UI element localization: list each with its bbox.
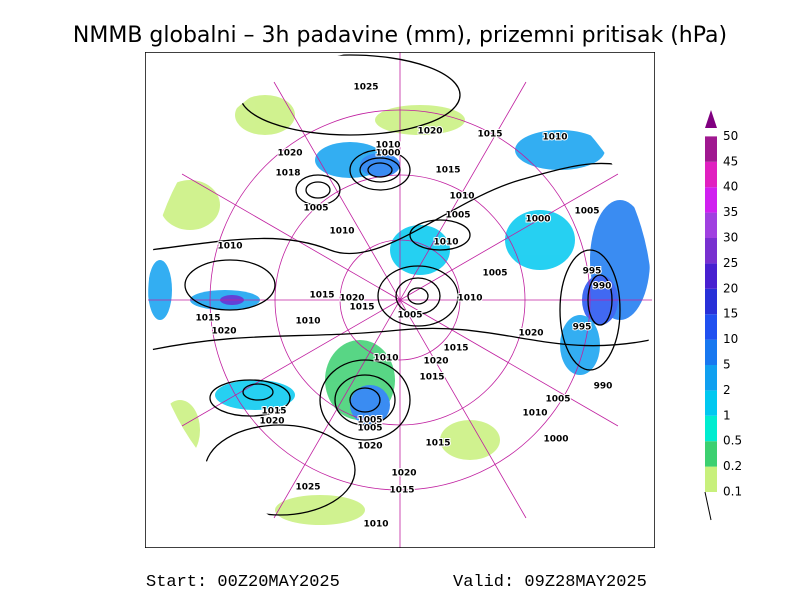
isobar-label: 1015: [349, 303, 374, 313]
isobar-label: 1005: [397, 311, 422, 321]
isobar-label: 1025: [295, 483, 320, 493]
isobar-label: 1020: [339, 294, 364, 304]
isobar-label: 1000: [525, 215, 550, 225]
colorbar-band: [705, 136, 717, 162]
isobar-label: 1015: [195, 314, 220, 324]
colorbar-top: [705, 110, 717, 128]
isobar-label: 990: [593, 282, 612, 292]
colorbar-band: [705, 212, 717, 238]
colorbar-label: 45: [723, 154, 738, 168]
isobar-label: 1025: [353, 83, 378, 93]
colorbar-band: [705, 365, 717, 391]
isobar-label: 1005: [357, 416, 382, 426]
isobar-label: 1010: [542, 133, 567, 143]
isobar-label: 1010: [375, 141, 400, 151]
colorbar-label: 40: [723, 180, 738, 194]
colorbar-label: 20: [723, 281, 738, 295]
start-time: Start: 00Z20MAY2025: [146, 573, 340, 592]
colorbar-label: 10: [723, 332, 738, 346]
isobar-label: 1010: [295, 317, 320, 327]
colorbar-band: [705, 466, 717, 492]
colorbar-label: 0.5: [723, 434, 742, 448]
colorbar-band: [705, 314, 717, 340]
isobar-label: 1015: [435, 166, 460, 176]
isobar-label: 1000: [375, 149, 400, 159]
isobar-label: 1010: [373, 354, 398, 364]
colorbar-label: 50: [723, 129, 738, 143]
colorbar-band: [705, 415, 717, 442]
isobar-label: 1005: [574, 207, 599, 217]
colorbar-tail: [704, 491, 712, 521]
colorbar-label: 35: [723, 205, 738, 219]
isobar-label: 1005: [303, 204, 328, 214]
isobar-label: 990: [594, 382, 613, 392]
isobar-label: 1010: [433, 238, 458, 248]
isobar-label: 1005: [445, 211, 470, 221]
colorbar-label: 5: [723, 358, 731, 372]
isobar-label: 1020: [391, 469, 416, 479]
isobar-label: 1015: [309, 291, 334, 301]
isobar-label: 1015: [443, 344, 468, 354]
colorbar-label: 30: [723, 231, 738, 245]
isobar-label: 1015: [425, 439, 450, 449]
isobar-label: 1010: [329, 227, 354, 237]
isobar-label: 1020: [423, 357, 448, 367]
isobar-label: 1010: [457, 294, 482, 304]
isobar-label: 1020: [357, 442, 382, 452]
colorbar-band: [705, 187, 717, 213]
colorbar-band: [705, 339, 717, 365]
isobar-label: 1010: [217, 242, 242, 252]
colorbar-label: 2: [723, 383, 731, 397]
colorbar-label: 0.1: [723, 485, 742, 499]
valid-time: Valid: 09Z28MAY2025: [453, 573, 647, 592]
colorbar-band: [705, 390, 717, 416]
colorbar-label: 25: [723, 256, 738, 270]
colorbar-label: 1: [723, 408, 731, 422]
isobar-label: 1010: [363, 520, 388, 530]
isobar-label: 1015: [477, 130, 502, 140]
colorbar-band: [705, 441, 717, 467]
isobar-label: 1020: [259, 417, 284, 427]
colorbar-label: 15: [723, 307, 738, 321]
isobar-label: 1020: [518, 329, 543, 339]
isobar-label: 1020: [211, 327, 236, 337]
colorbar-label: 0.2: [723, 459, 742, 473]
isobar-label: 1020: [277, 149, 302, 159]
isobar-label: 1018: [275, 169, 300, 179]
title: NMMB globalni – 3h padavine (mm), prizem…: [73, 23, 727, 48]
isobar-label: 1005: [545, 395, 570, 405]
isobar-label: 1015: [261, 407, 286, 417]
isobar-label: 1020: [417, 127, 442, 137]
isobar-label: 1010: [449, 192, 474, 202]
colorbar-band: [705, 238, 717, 264]
isobar-label: 1005: [357, 424, 382, 434]
isobar-label: 1000: [543, 435, 568, 445]
isobar-label: 995: [573, 323, 592, 333]
colorbar-band: [705, 263, 717, 289]
isobar-label: 1015: [419, 373, 444, 383]
isobar-label: 1010: [522, 409, 547, 419]
colorbar-band: [705, 161, 717, 188]
isobar-label: 995: [583, 267, 602, 277]
isobar-label: 1015: [389, 486, 414, 496]
colorbar-band: [705, 288, 717, 315]
isobar-label: 1005: [482, 269, 507, 279]
